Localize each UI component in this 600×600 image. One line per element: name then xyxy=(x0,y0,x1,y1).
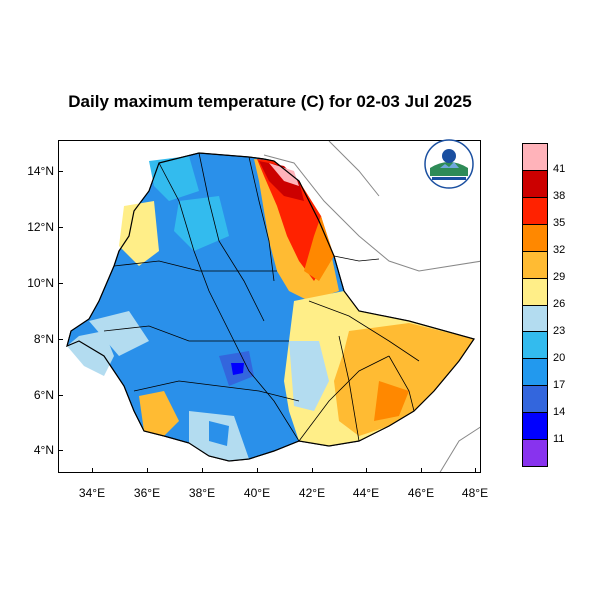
y-tick-label: 4°N xyxy=(33,443,54,457)
colorbar-label: 23 xyxy=(553,325,566,337)
colorbar-swatch xyxy=(523,305,547,333)
colorbar-swatch xyxy=(523,170,547,198)
x-tick-label: 42°E xyxy=(298,486,326,500)
y-tick xyxy=(58,283,63,284)
colorbar-label: 32 xyxy=(553,244,566,256)
region-fill xyxy=(67,331,114,376)
coastline-south xyxy=(439,426,480,472)
x-tick-label: 34°E xyxy=(78,486,106,500)
colorbar-swatch xyxy=(523,144,547,171)
x-tick xyxy=(421,468,422,473)
y-tick xyxy=(58,339,63,340)
colorbar-swatch xyxy=(523,278,547,306)
region-fill xyxy=(231,363,244,375)
colorbar-swatch xyxy=(523,224,547,252)
x-tick xyxy=(147,468,148,473)
institute-logo xyxy=(418,138,480,190)
y-tick-label: 14°N xyxy=(27,164,54,178)
map-title: Daily maximum temperature (C) for 02-03 … xyxy=(68,92,472,111)
neighbor-border xyxy=(263,154,480,272)
map-panel xyxy=(58,140,481,473)
y-tick xyxy=(58,171,63,172)
region-fill xyxy=(259,161,304,201)
colorbar-swatch xyxy=(523,251,547,279)
x-tick-label: 36°E xyxy=(133,486,161,500)
country-outline xyxy=(66,152,475,462)
region-fill xyxy=(269,163,299,186)
y-tick-label: 6°N xyxy=(33,388,54,402)
colorbar-label: 20 xyxy=(553,352,566,364)
x-tick-label: 48°E xyxy=(461,486,489,500)
x-tick xyxy=(202,468,203,473)
admin-boundaries xyxy=(103,152,420,442)
colorbar-label: 29 xyxy=(553,271,566,283)
colorbar-swatch xyxy=(523,197,547,225)
colorbar-swatch xyxy=(523,413,547,441)
coastline xyxy=(328,141,380,197)
x-tick xyxy=(475,468,476,473)
x-tick xyxy=(312,468,313,473)
region-fill xyxy=(304,216,334,281)
temperature-map xyxy=(66,141,480,472)
region-fill xyxy=(119,201,159,266)
y-tick-label: 12°N xyxy=(27,220,54,234)
x-tick xyxy=(92,468,93,473)
colorbar-label: 35 xyxy=(553,217,566,229)
colorbar-label: 17 xyxy=(553,379,566,391)
y-tick xyxy=(58,450,63,451)
region-fill xyxy=(89,311,149,356)
y-tick xyxy=(58,227,63,228)
x-tick-label: 44°E xyxy=(352,486,380,500)
colorbar-swatch xyxy=(523,332,547,360)
region-fill xyxy=(139,391,179,436)
x-tick-label: 46°E xyxy=(407,486,435,500)
y-tick-label: 10°N xyxy=(27,276,54,290)
region-fill xyxy=(289,341,329,411)
region-fill xyxy=(174,196,229,251)
region-fill xyxy=(209,421,229,446)
x-tick xyxy=(257,468,258,473)
x-tick-label: 40°E xyxy=(243,486,271,500)
colorbar-label: 26 xyxy=(553,298,566,310)
region-fill xyxy=(374,381,409,421)
y-tick xyxy=(58,395,63,396)
colorbar xyxy=(522,143,548,467)
region-fill xyxy=(334,323,474,436)
x-tick-label: 38°E xyxy=(188,486,216,500)
colorbar-label: 38 xyxy=(553,190,566,202)
y-tick-label: 8°N xyxy=(33,332,54,346)
colorbar-label: 41 xyxy=(553,163,566,175)
colorbar-swatch xyxy=(523,386,547,414)
x-tick xyxy=(366,468,367,473)
colorbar-swatch xyxy=(523,359,547,387)
colorbar-label: 11 xyxy=(553,433,565,445)
colorbar-swatch xyxy=(523,440,547,467)
colorbar-label: 14 xyxy=(553,406,566,418)
